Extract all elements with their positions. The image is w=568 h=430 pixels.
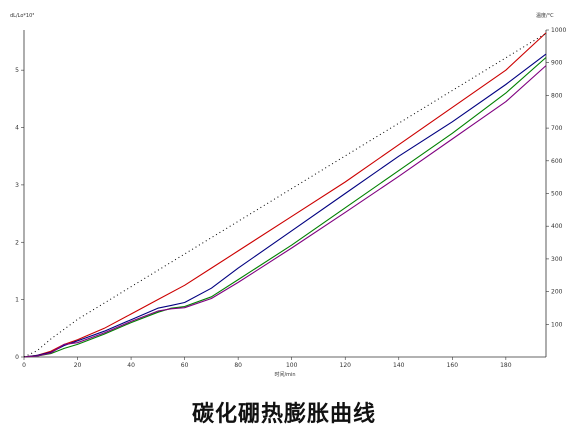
y-left-tick-label: 4: [15, 125, 19, 132]
x-tick-label: 0: [22, 362, 26, 369]
expansion-series-line-2: [23, 53, 547, 358]
y-right-tick-label: 900: [551, 60, 563, 67]
y-left-ticks: 0 1 2 3 4 5: [15, 67, 24, 361]
x-tick-label: 100: [286, 362, 298, 369]
x-tick-label: 20: [74, 362, 82, 369]
y-left-tick-label: 5: [15, 67, 19, 74]
y-right-tick-label: 700: [551, 125, 563, 132]
y-left-tick-label: 1: [15, 297, 19, 304]
thermal-expansion-chart: dL/Lo*10³ 温度/°C 时间/min 0 20 40 60 80 100 120 14…: [10, 12, 566, 378]
y-left-tick-label: 0: [15, 354, 19, 361]
y-right-tick-label: 800: [551, 92, 563, 99]
x-tick-label: 60: [181, 362, 189, 369]
x-tick-label: 140: [393, 362, 405, 369]
x-axis-label: 时间/min: [274, 371, 295, 378]
chart-caption: 碳化硼热膨胀曲线: [191, 401, 376, 427]
y-left-axis-label: dL/Lo*10³: [10, 13, 34, 19]
x-ticks: 0 20 40 60 80 100 120 140 160 180: [22, 357, 512, 369]
x-tick-label: 160: [447, 362, 459, 369]
expansion-series-line-1: [23, 32, 547, 358]
expansion-series-line-3: [23, 57, 547, 358]
x-tick-label: 40: [127, 362, 135, 369]
x-tick-label: 120: [340, 362, 352, 369]
y-right-tick-label: 200: [551, 289, 563, 296]
y-right-tick-label: 1000: [551, 27, 566, 34]
y-right-tick-label: 400: [551, 223, 563, 230]
series-layer: [23, 32, 547, 358]
y-left-tick-label: 2: [15, 239, 19, 246]
y-left-tick-label: 3: [15, 182, 19, 189]
y-right-ticks: 100 200 300 400 500 600 700 800 900 1000: [546, 27, 566, 328]
x-tick-label: 80: [234, 362, 242, 369]
y-right-tick-label: 300: [551, 256, 563, 263]
x-tick-label: 180: [500, 362, 512, 369]
y-right-tick-label: 100: [551, 321, 563, 328]
expansion-series-line-4: [23, 65, 547, 358]
y-right-axis-label: 温度/°C: [536, 12, 554, 19]
y-right-tick-label: 500: [551, 191, 563, 198]
y-right-tick-label: 600: [551, 158, 563, 165]
temperature-series-line: [23, 32, 547, 358]
